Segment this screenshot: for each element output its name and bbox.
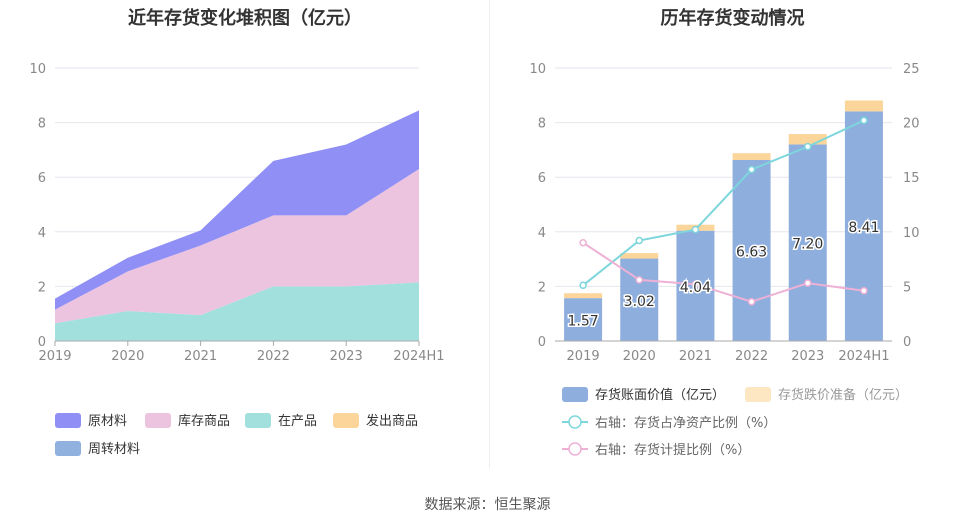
- y-left-tick-label: 6: [538, 171, 546, 186]
- bar-impairment-reserve: [788, 134, 827, 145]
- stacked-area-chart: 0 2 4 6 8 10 2019 2020 2021 2022 2023 2024H1 原材料 库存商品…: [29, 62, 444, 457]
- bar-value-label: 8.41: [848, 220, 879, 236]
- bar-value-label: 3.02: [624, 294, 655, 310]
- y-tick-label: 10: [29, 62, 46, 77]
- legend-label: 发出商品: [366, 413, 418, 429]
- line-point: [635, 276, 643, 284]
- legend-marker: [568, 442, 582, 456]
- legend-label: 库存商品: [178, 413, 230, 429]
- line-point: [804, 279, 812, 287]
- right-chart-title: 历年存货变动情况: [660, 8, 805, 29]
- line-point: [579, 281, 587, 290]
- line-point: [579, 238, 587, 247]
- x-tick-label: 2020: [623, 349, 656, 364]
- y-right-tick-label: 20: [903, 117, 920, 132]
- legend-label: 存货跌价准备（亿元）: [778, 387, 908, 403]
- bar-impairment-reserve: [844, 100, 883, 112]
- x-tick-label: 2022: [257, 349, 290, 364]
- bar-impairment-reserve: [620, 253, 659, 259]
- y-left-tick-label: 10: [529, 62, 546, 77]
- y-left-tick-label: 0: [538, 335, 546, 350]
- legend-swatch: [745, 387, 771, 402]
- y-left-tick-label: 8: [538, 117, 546, 132]
- bar-book-value: [788, 144, 827, 341]
- legend-label: 周转材料: [88, 442, 140, 457]
- y-right-tick-label: 15: [903, 171, 920, 186]
- y-left-tick-label: 2: [538, 280, 546, 295]
- bar-value-label: 1.57: [567, 314, 598, 330]
- legend-label: 原材料: [88, 414, 127, 429]
- legend-label: 在产品: [278, 414, 317, 429]
- legend-label: 存货账面价值（亿元）: [595, 387, 725, 403]
- legend-swatch: [55, 413, 81, 428]
- line-point: [691, 225, 700, 234]
- y-right-tick-label: 25: [903, 62, 920, 77]
- x-tick-label: 2021: [184, 349, 217, 364]
- y-tick-label: 0: [38, 335, 46, 350]
- x-tick-label: 2022: [735, 349, 768, 364]
- bar-impairment-reserve: [564, 293, 603, 299]
- area-series-原材料: [55, 110, 419, 310]
- line-point: [747, 297, 756, 306]
- x-tick-label: 2023: [791, 349, 824, 364]
- x-tick-label: 2024H1: [838, 349, 889, 364]
- bar-book-value: [844, 111, 883, 341]
- line-point: [860, 116, 868, 125]
- bar-book-value: [732, 160, 771, 341]
- y-tick-label: 6: [38, 171, 46, 186]
- y-right-tick-label: 0: [903, 335, 911, 350]
- legend-label: 右轴：存货计提比例（%）: [595, 442, 750, 458]
- x-tick-label: 2019: [38, 349, 71, 364]
- left-chart-panel: 近年存货变化堆积图（亿元） 0 2 4 6 8 10 2019 2020 2021 2022 202…: [0, 0, 490, 470]
- left-chart-title: 近年存货变化堆积图（亿元）: [128, 8, 362, 29]
- x-tick-label: 2020: [111, 349, 144, 364]
- x-tick-label: 2021: [679, 349, 712, 364]
- y-left-tick-label: 4: [538, 226, 546, 241]
- line-point: [804, 142, 812, 151]
- line-point: [635, 236, 643, 245]
- y-right-tick-label: 5: [903, 280, 911, 295]
- legend-swatch: [145, 413, 171, 428]
- legend-swatch: [245, 413, 271, 428]
- x-tick-label: 2024H1: [393, 349, 444, 364]
- bar-impairment-reserve: [732, 153, 771, 161]
- line-point: [691, 280, 700, 288]
- y-tick-label: 4: [38, 226, 46, 241]
- legend-marker: [568, 415, 582, 429]
- bar-value-label: 4.04: [680, 280, 711, 296]
- line-series-1: [582, 119, 865, 287]
- legend-label: 右轴：存货占净资产比例（%）: [595, 415, 776, 431]
- bar-book-value: [564, 298, 603, 341]
- line-point: [860, 287, 868, 295]
- y-tick-label: 2: [38, 280, 46, 295]
- line-series-2: [582, 241, 865, 303]
- y-right-tick-label: 10: [903, 226, 920, 241]
- panel-divider: [489, 0, 490, 468]
- bar-line-chart: 0 2 4 6 8 10 0 5 10 15 20 25 2019 2020 2021 2022 2023 202…: [529, 62, 920, 458]
- x-tick-label: 2023: [330, 349, 363, 364]
- y-tick-label: 8: [38, 117, 46, 132]
- bar-value-label: 6.63: [736, 245, 767, 261]
- legend-swatch: [562, 387, 588, 402]
- legend-swatch: [333, 413, 359, 428]
- bar-value-label: 7.20: [792, 237, 823, 253]
- x-tick-label: 2019: [567, 349, 600, 364]
- legend-swatch: [55, 441, 81, 456]
- right-chart-panel: 历年存货变动情况 0 2 4 6 8 10 0 5 10 15 20 25 2019 2020 2021 20…: [490, 0, 975, 470]
- area-series-库存商品: [55, 169, 419, 324]
- area-series-在产品: [55, 282, 419, 341]
- line-point: [747, 165, 756, 174]
- data-source-note: 数据来源：恒生聚源: [424, 497, 551, 513]
